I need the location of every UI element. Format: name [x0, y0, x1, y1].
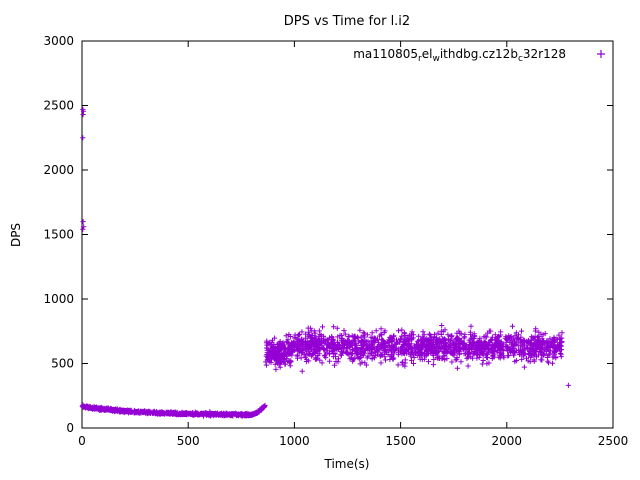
x-tick-label: 2500: [598, 434, 629, 448]
y-tick-label: 2000: [43, 163, 74, 177]
y-tick-label: 0: [66, 421, 74, 435]
plot-area: [81, 40, 614, 429]
y-tick-label: 2500: [43, 99, 74, 113]
x-tick-label: 1000: [279, 434, 310, 448]
y-tick-label: 1000: [43, 292, 74, 306]
y-tick-label: 500: [51, 357, 74, 371]
x-tick-label: 2000: [492, 434, 523, 448]
legend-label: ma110805relwithdbg.cz12bc32r128: [353, 47, 566, 64]
y-axis-label: DPS: [9, 223, 23, 247]
x-axis-label: Time(s): [324, 457, 370, 471]
y-tick-label: 1500: [43, 228, 74, 242]
x-tick-label: 500: [177, 434, 200, 448]
series-plus-markers: [79, 106, 571, 419]
chart-title: DPS vs Time for l.i2: [284, 14, 410, 29]
scatter-points: [79, 106, 571, 419]
legend: ma110805relwithdbg.cz12bc32r128: [353, 47, 605, 64]
axis-ticks: 0 500 1000 1500 2000 2500 0 500 1000 1500 2000 2500…: [43, 34, 628, 448]
y-tick-label: 3000: [43, 34, 74, 48]
x-tick-label: 0: [78, 434, 86, 448]
legend-marker-plus-icon: [597, 50, 605, 58]
x-tick-label: 1500: [385, 434, 416, 448]
